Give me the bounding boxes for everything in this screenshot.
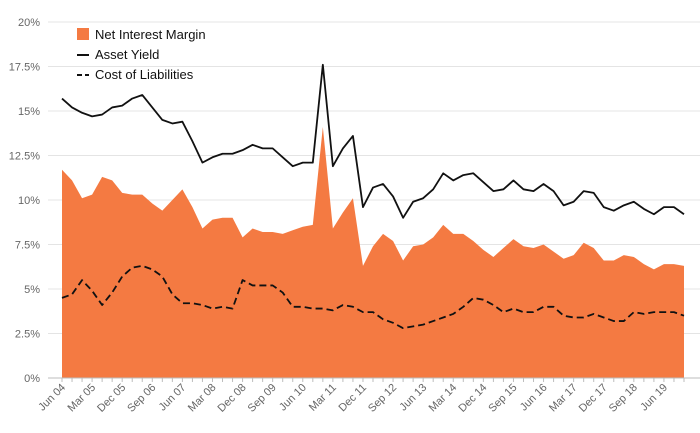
legend-label-net-interest-margin: Net Interest Margin: [95, 27, 206, 42]
x-tick-label: Dec 14: [456, 382, 489, 415]
legend-item-asset-yield[interactable]: Asset Yield: [77, 47, 159, 62]
x-tick-label: Dec 08: [216, 382, 249, 415]
x-tick-label: Jun 07: [157, 382, 189, 414]
y-tick-label: 20%: [18, 17, 40, 29]
x-tick-label: Mar 14: [427, 382, 460, 415]
x-tick-label: Sep 15: [486, 382, 519, 415]
y-tick-label: 5%: [24, 284, 40, 296]
legend-swatch-net-interest-margin: [77, 28, 89, 40]
x-tick-label: Jun 19: [638, 382, 670, 414]
y-tick-label: 10%: [18, 195, 40, 207]
x-tick-label: Sep 18: [607, 382, 640, 415]
x-tick-label: Mar 08: [186, 382, 219, 415]
x-tick-label: Sep 12: [366, 382, 399, 415]
legend-label-cost-of-liabilities: Cost of Liabilities: [95, 67, 194, 82]
y-tick-label: 7.5%: [15, 240, 40, 252]
y-tick-label: 15%: [18, 106, 40, 118]
x-tick-label: Mar 17: [547, 382, 580, 415]
series-line-asset-yield: [61, 63, 685, 219]
x-tick-label: Dec 05: [95, 382, 128, 415]
x-tick-label: Sep 06: [125, 382, 158, 415]
legend-item-net-interest-margin[interactable]: Net Interest Margin: [77, 27, 206, 42]
x-tick-label: Dec 17: [577, 382, 610, 415]
legend-label-asset-yield: Asset Yield: [95, 47, 159, 62]
series-line-cost-of-liabilities: [61, 264, 685, 330]
y-tick-label: 12.5%: [9, 151, 40, 163]
legend: Net Interest Margin Asset Yield Cost of …: [77, 27, 206, 82]
x-tick-label: Mar 11: [307, 382, 339, 414]
x-tick-label: Jun 16: [518, 382, 550, 414]
x-tick-label: Jun 10: [277, 382, 309, 414]
y-tick-label: 17.5%: [9, 62, 40, 74]
x-tick-label: Jun 13: [397, 382, 429, 414]
x-tick-label: Dec 11: [337, 382, 370, 415]
x-tick-label: Sep 09: [246, 382, 279, 415]
y-tick-label: 2.5%: [15, 329, 40, 341]
legend-item-cost-of-liabilities[interactable]: Cost of Liabilities: [77, 67, 194, 82]
y-tick-label: 0%: [24, 373, 40, 385]
series-area-net-interest-margin: [62, 127, 684, 379]
x-tick-label: Mar 05: [66, 382, 99, 415]
line-layer: [61, 63, 685, 330]
x-tick-label: Jun 04: [36, 382, 68, 414]
area-layer: [62, 127, 684, 379]
